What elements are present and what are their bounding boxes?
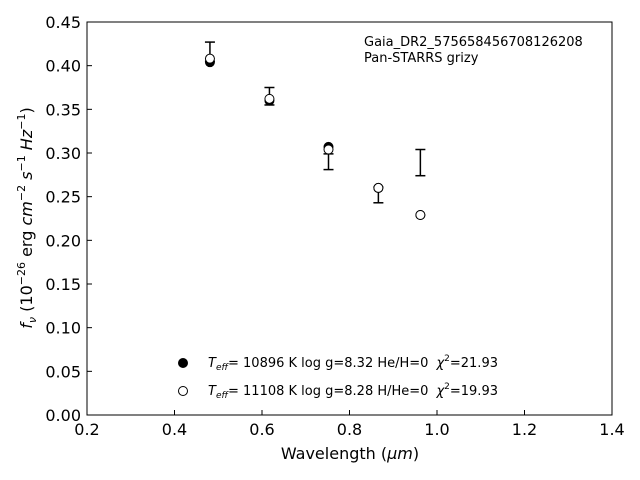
y-tick-label: 0.35 xyxy=(45,100,81,119)
x-tick-label: 0.6 xyxy=(249,420,274,439)
x-axis-title: Wavelength (μm) xyxy=(281,444,419,463)
observed-error-bar xyxy=(415,148,426,177)
y-tick-label: 0.45 xyxy=(45,13,81,32)
legend-marker-open xyxy=(178,386,188,396)
y-tick-label: 0.15 xyxy=(45,275,81,294)
y-tick-label: 0.05 xyxy=(45,362,81,381)
x-tick-label: 0.2 xyxy=(74,420,99,439)
plot-layer xyxy=(204,41,426,221)
y-tick-label: 0.30 xyxy=(45,144,81,163)
y-tick-label: 0.20 xyxy=(45,231,81,250)
x-tick-label: 0.4 xyxy=(162,420,187,439)
model-point-open xyxy=(264,93,275,104)
tick-layer: 0.2 0.4 0.6 0.8 1.0 1.2 1.4 0.00 0.05 0.10 0.15 0.2… xyxy=(45,13,624,439)
x-tick-label: 0.8 xyxy=(337,420,362,439)
legend-entry-open: Teff= 11108 K log g=8.28 H/He=0 χ2=19.93 xyxy=(208,382,498,401)
y-tick-label: 0.40 xyxy=(45,57,81,76)
y-tick-label: 0.00 xyxy=(45,406,81,425)
model-point-open xyxy=(204,53,215,64)
legend-marker-filled xyxy=(178,358,188,368)
observed-error-bar xyxy=(323,153,334,171)
model-point-open xyxy=(415,210,426,221)
y-tick-label: 0.25 xyxy=(45,188,81,207)
y-tick-label: 0.10 xyxy=(45,319,81,338)
legend: Teff= 10896 K log g=8.32 He/H=0 χ2=21.93 … xyxy=(178,354,498,401)
legend-entry-filled: Teff= 10896 K log g=8.32 He/H=0 χ2=21.93 xyxy=(208,354,498,373)
y-axis-title: fν (10−26 erg cm−2 s−1 Hz−1) xyxy=(15,107,39,328)
model-point-open xyxy=(323,144,334,155)
annotation-survey: Pan-STARRS grizy xyxy=(364,51,479,66)
x-tick-label: 1.4 xyxy=(599,420,624,439)
annotation-object-name: Gaia_DR2_575658456708126208 xyxy=(364,35,583,50)
x-tick-label: 1.0 xyxy=(424,420,449,439)
x-tick-label: 1.2 xyxy=(512,420,537,439)
model-point-open xyxy=(373,182,384,193)
